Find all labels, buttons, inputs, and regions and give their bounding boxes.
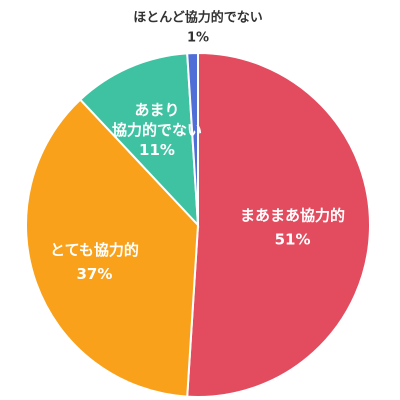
pie-slice (186, 51, 199, 226)
slice-name-label: ほとんど協力的でない (133, 10, 263, 26)
slice-name-label: とても協力的 (50, 241, 139, 259)
slices-layer (25, 51, 371, 398)
slice-label-group: ほとんど協力的でない 1% (133, 10, 263, 46)
pie-slice (25, 98, 200, 398)
slice-label-group: とても協力的 37% (50, 241, 139, 283)
slice-name-label: 協力的でない (112, 121, 202, 139)
slice-value-label: 1% (187, 31, 209, 46)
slice-value-label: 37% (76, 265, 112, 283)
slice-label-group: まあまあ協力的 51% (240, 206, 345, 248)
slice-value-label: 11% (139, 141, 175, 159)
slice-name-label: まあまあ協力的 (240, 206, 345, 224)
pie-slice (78, 52, 200, 228)
slice-value-label: 51% (275, 230, 311, 248)
slice-name-label: あまり (135, 101, 180, 119)
pie-slice (186, 51, 371, 398)
